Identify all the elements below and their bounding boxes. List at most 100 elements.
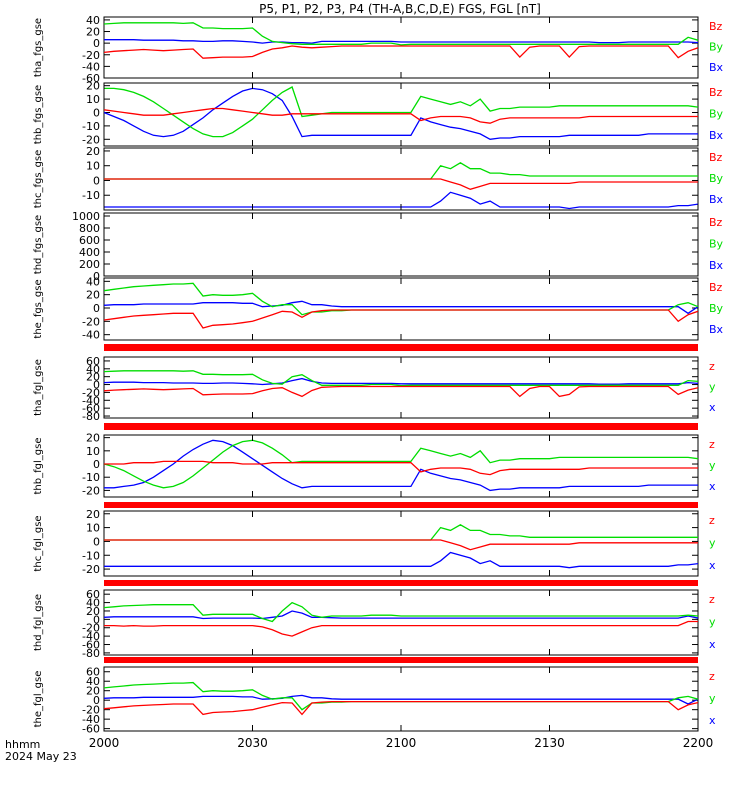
y-axis-label: the_fgl_gse [33,671,44,728]
legend-x: x [709,714,716,727]
y-tick-label: -10 [82,471,100,484]
x-tick-label: 2130 [534,736,565,750]
series-line-z [104,460,698,476]
y-tick-label: -60 [82,639,100,652]
legend-x: x [709,480,716,493]
legend-bx: Bx [709,129,724,142]
legend-z: z [709,514,715,527]
y-tick-label: -60 [82,723,100,736]
panel-frame [103,16,699,79]
y-axis-label: tha_fgs_gse [33,18,44,77]
series-line-z [104,620,698,637]
quality-flag-bar [104,502,698,508]
series-line-bx [104,300,698,315]
y-tick-label: -80 [82,647,100,660]
y-tick-label: -10 [82,549,100,562]
panel-frame [103,277,699,341]
y-tick-label: 10 [86,445,100,458]
legend-z: z [709,670,715,683]
y-tick-label: 600 [79,234,100,247]
legend-bz: Bz [709,151,723,164]
series-line-y [104,601,698,623]
y-tick-label: -80 [82,410,100,423]
legend-bx: Bx [709,323,724,336]
y-tick-label: -20 [82,133,100,146]
y-axis-label: thc_fgs_gse [33,150,44,209]
legend-bx: Bx [709,61,724,74]
y-tick-label: 0 [93,379,100,392]
x-tick-label: 2200 [683,736,714,750]
series-line-by [104,22,698,46]
series-line-z [104,700,698,716]
y-tick-label: 20 [86,289,100,302]
panel-frame [103,212,699,277]
x-tick-label: 2000 [89,736,120,750]
legend-bx: Bx [709,193,724,206]
legend-by: By [709,108,724,121]
y-axis-label: thc_fgl_gse [33,515,44,571]
series-line-x [104,551,698,569]
y-axis-label: thb_fgs_gse [33,85,44,144]
series-line-x [104,610,698,620]
quality-flag-bar [104,423,698,430]
panel-frame [103,589,699,656]
y-tick-label: -60 [82,402,100,415]
quality-flag-bar [104,344,698,351]
y-tick-label: 40 [86,14,100,27]
series-line-by [104,86,698,138]
y-tick-label: 0 [93,302,100,315]
panel-frame [103,434,699,498]
y-tick-label: -20 [82,315,100,328]
quality-flag-bar [104,580,698,586]
y-tick-label: -20 [82,484,100,497]
legend-by: By [709,302,724,315]
panel-frame [103,356,699,419]
y-tick-label: 40 [86,275,100,288]
y-tick-label: 20 [86,80,100,93]
y-tick-label: -20 [82,386,100,399]
time-unit-label: hhmm [5,738,40,751]
y-tick-label: 200 [79,258,100,271]
series-line-x [104,694,698,705]
y-tick-label: 0 [93,535,100,548]
y-tick-label: 60 [86,355,100,368]
legend-z: z [709,438,715,451]
y-tick-label: -40 [82,630,100,643]
y-tick-label: 0 [93,694,100,707]
y-tick-label: 20 [86,432,100,445]
series-line-bz [104,309,698,329]
series-line-bz [104,45,698,59]
legend-by: By [709,238,724,251]
y-tick-label: 20 [86,26,100,39]
y-axis-label: the_fgs_gse [33,279,44,338]
series-line-z [104,385,698,398]
legend-bz: Bz [709,216,723,229]
y-axis-label: tha_fgl_gse [33,359,44,416]
y-tick-label: 0 [93,270,100,283]
y-tick-label: -20 [82,704,100,717]
panel-frame [103,82,699,147]
series-line-by [104,162,698,180]
y-tick-label: -20 [82,622,100,635]
y-tick-label: -60 [82,72,100,85]
series-line-bz [104,107,698,124]
panel-3: 20 100 -10 thc_fgs_gse Bz By Bx [33,145,724,211]
y-tick-label: 20 [86,685,100,698]
legend-z: z [709,360,715,373]
y-tick-label: 20 [86,371,100,384]
legend-x: x [709,638,716,651]
legend-y: y [709,537,716,550]
y-tick-label: 20 [86,605,100,618]
series-line-bx [104,39,698,44]
legend-y: y [709,459,716,472]
y-tick-label: 20 [86,508,100,521]
y-tick-label: 60 [86,588,100,601]
